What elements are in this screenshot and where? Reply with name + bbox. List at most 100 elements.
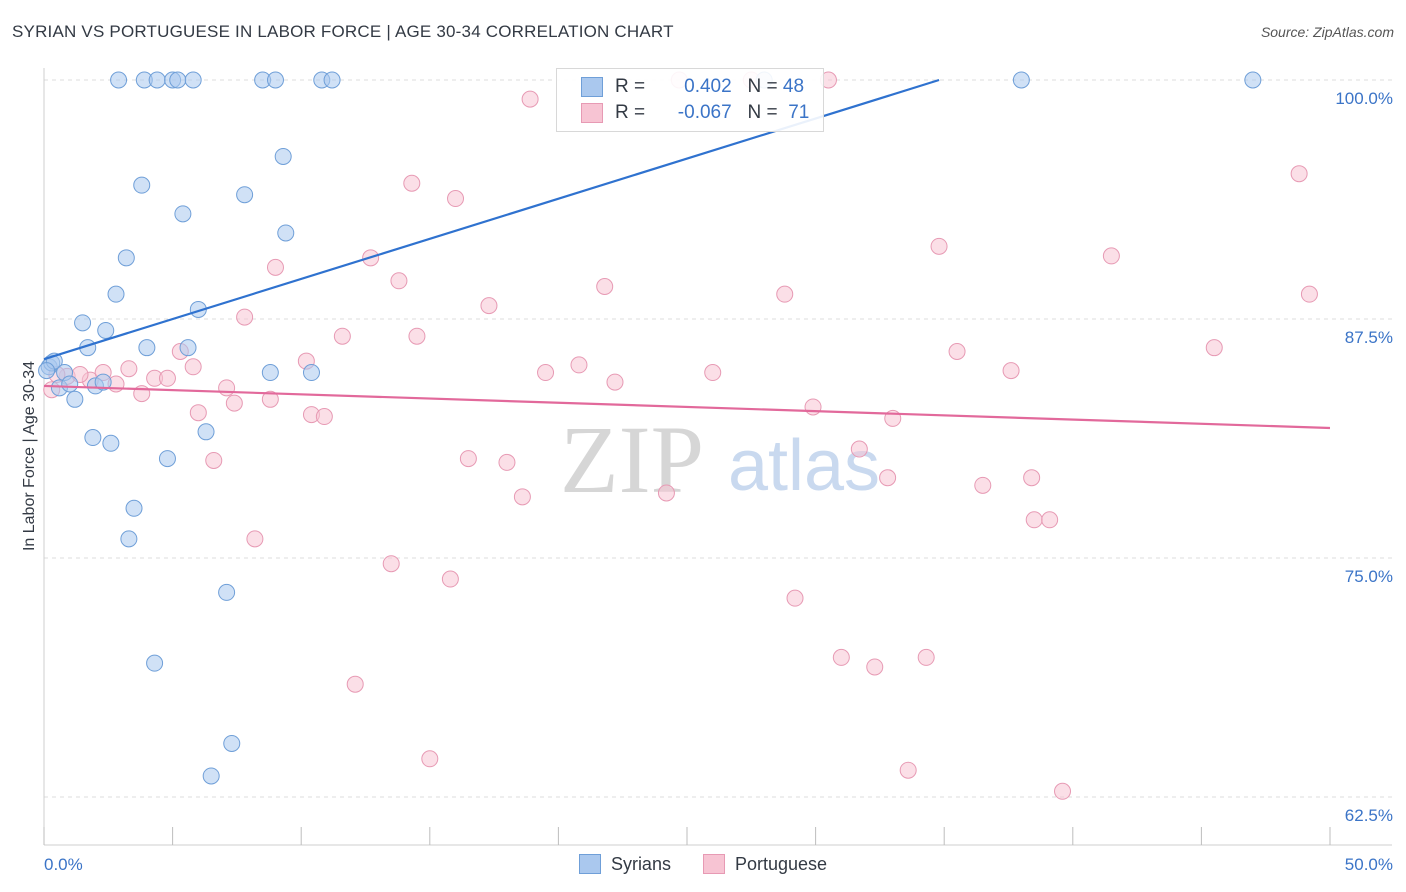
axes <box>43 68 1392 846</box>
portuguese-point <box>570 356 588 374</box>
portuguese-point <box>1300 285 1318 303</box>
tick-labels: 62.5% 75.0% 87.5% 100.0% 0.0% 50.0% <box>44 89 1393 874</box>
correlation-legend: R = 0.402 N = 48 R = -0.067 N = 71 <box>556 68 824 132</box>
portuguese-point <box>786 589 804 607</box>
syrian-point <box>94 373 112 391</box>
portuguese-point <box>917 648 935 666</box>
syrians-r-label: R = <box>615 76 646 97</box>
portuguese-point <box>513 488 531 506</box>
legend-row-portuguese: R = -0.067 N = 71 <box>581 101 809 125</box>
portuguese-trend-line <box>43 384 1331 430</box>
syrian-point <box>223 734 241 752</box>
portuguese-point <box>930 237 948 255</box>
portuguese-point <box>261 390 279 408</box>
portuguese-point <box>246 530 264 548</box>
portuguese-swatch <box>581 103 603 123</box>
syrian-point <box>148 71 166 89</box>
syrians-swatch <box>581 77 603 97</box>
portuguese-point <box>236 308 254 326</box>
portuguese-point <box>606 373 624 391</box>
syrian-point <box>110 71 128 89</box>
portuguese-point <box>879 469 897 487</box>
syrian-point <box>1244 71 1262 89</box>
syrian-point <box>61 375 79 393</box>
portuguese-point <box>1205 339 1223 357</box>
syrian-point <box>323 71 341 89</box>
portuguese-point <box>1290 165 1308 183</box>
x-tick-label: 0.0% <box>44 855 83 874</box>
portuguese-point <box>948 343 966 361</box>
portuguese-point <box>804 398 822 416</box>
portuguese-point <box>899 761 917 779</box>
syrians-n-label: N = <box>747 76 778 97</box>
syrians-n-value: 48 <box>782 76 805 97</box>
syrian-point <box>138 339 156 357</box>
portuguese-point <box>1102 247 1120 265</box>
portuguese-point <box>832 648 850 666</box>
portuguese-point <box>480 297 498 315</box>
portuguese-point <box>459 450 477 468</box>
portuguese-point <box>189 404 207 422</box>
syrian-point <box>302 364 320 382</box>
syrian-point <box>125 499 143 517</box>
syrian-point <box>274 147 292 165</box>
portuguese-r-value: -0.067 <box>677 102 732 123</box>
chart-title: SYRIAN VS PORTUGUESE IN LABOR FORCE | AG… <box>12 22 674 41</box>
syrian-point <box>102 434 120 452</box>
syrian-point <box>120 530 138 548</box>
portuguese-point <box>225 394 243 412</box>
watermark-atlas: atlas <box>728 426 880 506</box>
syrian-point <box>1012 71 1030 89</box>
portuguese-point <box>390 272 408 290</box>
syrian-point <box>133 176 151 194</box>
portuguese-point <box>537 364 555 382</box>
syrian-point <box>74 314 92 332</box>
trend-lines <box>43 78 1331 430</box>
portuguese-point <box>158 369 176 387</box>
portuguese-point <box>657 484 675 502</box>
syrian-point <box>202 767 220 785</box>
portuguese-point <box>333 327 351 345</box>
syrian-point <box>66 390 84 408</box>
portuguese-point <box>447 190 465 208</box>
source-label: Source: ZipAtlas.com <box>1260 24 1394 40</box>
portuguese-point <box>521 90 539 108</box>
portuguese-point <box>596 277 614 295</box>
syrian-point <box>184 71 202 89</box>
portuguese-point <box>421 750 439 768</box>
portuguese-n-value: 71 <box>788 102 810 123</box>
portuguese-point <box>382 555 400 573</box>
portuguese-point <box>1041 511 1059 529</box>
portuguese-point <box>1023 469 1041 487</box>
legend-portuguese-swatch <box>702 854 725 874</box>
syrian-point <box>169 71 187 89</box>
legend-syrians-label: Syrians <box>610 853 671 874</box>
legend-row-syrians: R = 0.402 N = 48 <box>581 75 804 99</box>
legend-item-syrians: Syrians <box>578 852 671 876</box>
y-tick-label: 100.0% <box>1335 89 1393 108</box>
portuguese-point <box>441 570 459 588</box>
portuguese-point <box>1002 362 1020 380</box>
portuguese-point <box>120 360 138 378</box>
syrian-point <box>179 339 197 357</box>
portuguese-point <box>1025 511 1043 529</box>
portuguese-point <box>205 451 223 469</box>
portuguese-n-label: N = <box>747 102 778 123</box>
portuguese-point <box>408 327 426 345</box>
syrian-point <box>84 429 102 447</box>
syrian-point <box>107 285 125 303</box>
syrian-points <box>38 71 1262 785</box>
portuguese-point <box>1054 782 1072 800</box>
syrian-point <box>261 364 279 382</box>
portuguese-point <box>866 658 884 676</box>
syrian-point <box>174 205 192 223</box>
portuguese-point <box>498 453 516 471</box>
x-tick-label: 50.0% <box>1345 855 1393 874</box>
portuguese-point <box>850 440 868 458</box>
syrian-point <box>38 362 56 380</box>
syrian-point <box>197 423 215 441</box>
watermark: ZIP atlas <box>560 406 880 513</box>
syrian-point <box>97 321 115 339</box>
syrian-point <box>218 583 236 601</box>
